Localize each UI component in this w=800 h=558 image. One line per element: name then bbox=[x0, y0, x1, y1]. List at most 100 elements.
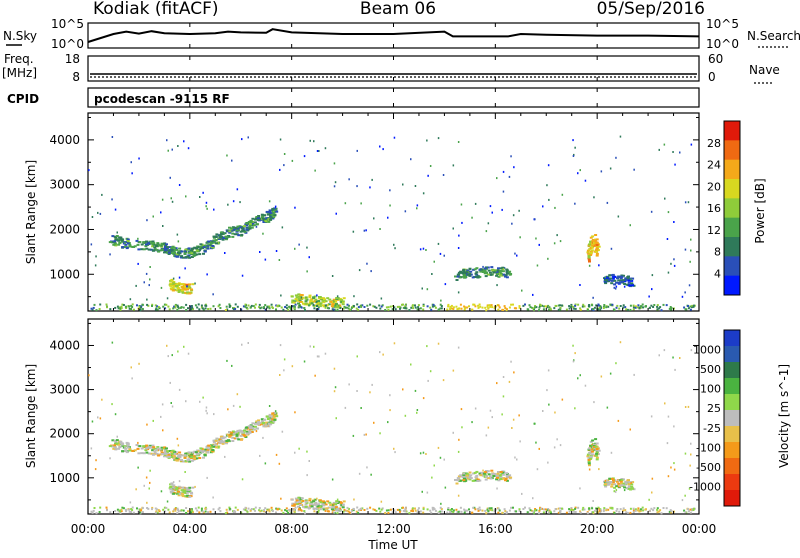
scatter-point bbox=[604, 276, 607, 279]
scatter-point bbox=[620, 280, 624, 283]
scatter-point bbox=[273, 413, 277, 416]
scatter-point bbox=[225, 238, 228, 241]
scatter-point bbox=[496, 476, 499, 479]
scatter-point bbox=[151, 449, 155, 452]
scatter-point bbox=[616, 277, 619, 280]
scatter-point bbox=[267, 220, 271, 223]
scatter-point bbox=[228, 431, 231, 433]
scatter-point bbox=[177, 250, 181, 253]
scatter-point bbox=[684, 308, 687, 311]
scatter-point bbox=[348, 383, 350, 386]
scatter-point bbox=[630, 279, 634, 282]
scatter-point bbox=[456, 479, 460, 482]
scatter-point bbox=[504, 477, 508, 480]
scatter-point bbox=[324, 503, 328, 506]
scatter-point bbox=[173, 251, 177, 254]
scatter-point bbox=[589, 254, 593, 256]
scatter-point bbox=[664, 402, 666, 405]
scatter-point bbox=[140, 306, 142, 309]
scatter-point bbox=[511, 427, 513, 429]
scatter-point bbox=[163, 455, 166, 458]
scatter-point bbox=[117, 307, 120, 310]
scatter-point bbox=[607, 482, 611, 485]
scatter-point bbox=[610, 274, 614, 277]
scatter-point bbox=[609, 167, 612, 170]
scatter-point bbox=[619, 305, 622, 307]
scatter-point bbox=[279, 344, 282, 347]
scatter-point bbox=[549, 510, 552, 513]
scatter-point bbox=[462, 268, 466, 271]
scatter-point bbox=[334, 386, 337, 389]
scatter-point bbox=[464, 307, 467, 310]
scatter-point bbox=[291, 159, 294, 162]
scatter-point bbox=[444, 283, 447, 286]
scatter-point bbox=[269, 217, 273, 219]
scatter-point bbox=[219, 231, 223, 234]
scatter-point bbox=[232, 228, 236, 231]
scatter-point bbox=[170, 252, 174, 255]
scatter-point bbox=[559, 240, 562, 243]
scatter-point bbox=[331, 303, 335, 306]
scatter-point bbox=[417, 304, 420, 307]
scatter-point bbox=[487, 222, 490, 225]
scatter-point bbox=[463, 305, 466, 308]
scatter-point bbox=[528, 304, 531, 307]
scatter-point bbox=[572, 360, 575, 363]
scatter-point bbox=[249, 425, 253, 428]
scatter-point bbox=[138, 157, 140, 160]
scatter-point bbox=[290, 498, 294, 501]
scatter-point bbox=[584, 179, 587, 182]
scatter-point bbox=[570, 306, 573, 308]
scatter-point bbox=[306, 474, 308, 477]
scatter-point bbox=[283, 358, 286, 361]
scatter-point bbox=[630, 282, 634, 285]
scatter-point bbox=[312, 500, 316, 503]
scatter-point bbox=[206, 247, 210, 250]
scatter-point bbox=[291, 365, 294, 368]
scatter-point bbox=[547, 461, 549, 464]
scatter-point bbox=[454, 275, 457, 278]
scatter-point bbox=[329, 300, 333, 303]
scatter-point bbox=[202, 450, 206, 453]
scatter-point bbox=[544, 305, 547, 308]
scatter-point bbox=[356, 149, 358, 152]
scatter-point bbox=[98, 308, 101, 310]
scatter-point bbox=[162, 225, 164, 227]
scatter-point bbox=[497, 308, 500, 311]
scatter-point bbox=[449, 305, 452, 308]
scatter-point bbox=[334, 503, 338, 506]
scatter-point bbox=[202, 252, 205, 255]
scatter-point bbox=[184, 250, 186, 253]
scatter-point bbox=[221, 238, 225, 241]
scatter-point bbox=[149, 248, 153, 251]
scatter-point bbox=[233, 437, 237, 440]
scatter-point bbox=[379, 510, 382, 513]
scatter-point bbox=[417, 306, 420, 309]
scatter-point bbox=[190, 256, 194, 258]
scatter-point bbox=[466, 269, 470, 272]
scatter-point bbox=[317, 509, 320, 512]
scatter-point bbox=[679, 151, 681, 154]
scatter-point bbox=[264, 308, 267, 311]
scatter-point bbox=[456, 273, 460, 276]
scatter-point bbox=[168, 246, 172, 249]
scatter-point bbox=[181, 283, 185, 286]
scatter-point bbox=[496, 382, 498, 385]
scatter-point bbox=[572, 305, 575, 308]
scatter-point bbox=[155, 452, 159, 455]
scatter-point bbox=[670, 466, 672, 469]
scatter-point bbox=[300, 509, 303, 512]
scatter-point bbox=[220, 437, 224, 440]
scatter-point bbox=[172, 510, 175, 513]
scatter-point bbox=[319, 500, 322, 503]
scatter-point bbox=[176, 304, 179, 307]
scatter-point bbox=[402, 506, 404, 509]
scatter-point bbox=[240, 227, 244, 230]
scatter-point bbox=[450, 508, 453, 510]
scatter-point bbox=[483, 270, 487, 273]
scatter-point bbox=[106, 509, 108, 512]
scatter-point bbox=[105, 506, 108, 509]
colorbar-cell bbox=[724, 394, 740, 411]
scatter-point bbox=[120, 508, 123, 511]
scatter-point bbox=[225, 442, 228, 445]
